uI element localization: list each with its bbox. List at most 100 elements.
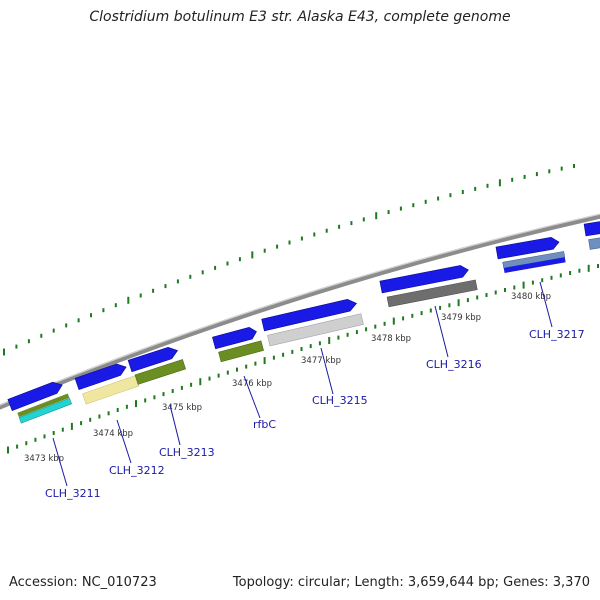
major-tick	[135, 400, 137, 408]
minor-tick	[180, 385, 183, 390]
major-tick	[328, 337, 331, 344]
major-tick	[522, 281, 525, 289]
minor-tick	[420, 311, 423, 316]
gene-CLH_3211[interactable]	[7, 379, 72, 425]
forward-arrow[interactable]	[74, 361, 128, 391]
forward-arrow[interactable]	[127, 345, 179, 373]
minor-tick	[125, 404, 128, 409]
minor-tick	[448, 303, 451, 308]
kbp-label: 3473 kbp	[24, 454, 64, 464]
minor-tick	[511, 177, 514, 182]
forward-arrow[interactable]	[379, 264, 470, 294]
leader-CLH_3213	[169, 404, 181, 446]
leader-CLH_3216	[434, 305, 449, 358]
minor-tick	[171, 389, 174, 393]
minor-tick	[144, 398, 147, 403]
leader-CLH_3212	[116, 419, 132, 464]
minor-tick	[383, 321, 386, 326]
kbp-label: 3475 kbp	[162, 403, 202, 413]
gene-label-rfbC[interactable]: rfbC	[253, 418, 276, 431]
minor-tick	[254, 361, 257, 366]
minor-tick	[52, 328, 55, 333]
minor-tick	[399, 206, 402, 211]
major-tick	[498, 179, 501, 187]
minor-tick	[461, 190, 464, 194]
gene-labels: CLH_3211 CLH_3212 CLH_3213 rfbC CLH_3215…	[45, 328, 585, 500]
label-leader-lines	[52, 281, 553, 487]
minor-tick	[437, 196, 440, 201]
forward-arrow[interactable]	[212, 326, 258, 350]
minor-tick	[190, 382, 193, 387]
minor-tick	[338, 224, 341, 229]
kbp-labels: 3473 kbp 3474 kbp 3475 kbp 3476 kbp 3477…	[24, 292, 551, 464]
gene-partial-right[interactable]	[583, 219, 600, 250]
minor-tick	[560, 166, 563, 171]
gene-CLH_3217[interactable]	[495, 236, 566, 274]
minor-tick	[309, 344, 312, 349]
forward-arrow[interactable]	[261, 298, 358, 332]
minor-tick	[282, 352, 285, 357]
forward-arrow[interactable]	[7, 379, 65, 411]
minor-tick	[476, 295, 479, 300]
gene-rfbC[interactable]	[212, 325, 264, 363]
accession-text: Accession: NC_010723	[9, 575, 157, 590]
gene-CLH_3216[interactable]	[379, 263, 478, 308]
major-tick	[263, 357, 266, 365]
minor-tick	[65, 323, 68, 328]
gene-CLH_3215[interactable]	[261, 297, 364, 347]
gene-label-CLH_3212[interactable]: CLH_3212	[109, 464, 165, 477]
forward-arrow[interactable]	[495, 236, 560, 260]
kbp-label: 3478 kbp	[371, 334, 411, 344]
minor-tick	[300, 236, 303, 241]
kbp-label: 3480 kbp	[511, 292, 551, 302]
leader-CLH_3217	[539, 281, 553, 328]
gene-label-CLH_3216[interactable]: CLH_3216	[426, 358, 482, 371]
cog-bar-olive	[218, 340, 264, 363]
cog-bar-steelblue	[502, 251, 566, 269]
minor-tick	[201, 270, 204, 275]
minor-tick	[291, 349, 294, 354]
major-tick	[127, 296, 130, 304]
minor-tick	[276, 244, 279, 249]
forward-arrow[interactable]	[583, 219, 600, 237]
minor-tick	[164, 284, 167, 289]
minor-tick	[541, 278, 544, 283]
minor-tick	[350, 221, 353, 226]
cog-bar-steelblue	[588, 234, 600, 250]
gene-CLH_3213[interactable]	[127, 344, 186, 385]
gene-label-CLH_3217[interactable]: CLH_3217	[529, 328, 585, 341]
minor-tick	[208, 376, 211, 381]
minor-tick	[236, 367, 238, 372]
minor-tick	[569, 271, 572, 275]
cog-bar-cyan	[18, 397, 72, 424]
gene-label-CLH_3215[interactable]: CLH_3215	[312, 394, 368, 407]
minor-tick	[114, 303, 117, 308]
minor-tick	[263, 248, 266, 253]
major-tick	[375, 212, 378, 220]
major-tick	[70, 422, 73, 430]
minor-tick	[90, 313, 92, 318]
minor-tick	[16, 444, 19, 449]
minor-tick	[80, 421, 83, 426]
minor-tick	[365, 327, 368, 332]
major-tick	[199, 378, 202, 386]
minor-tick	[300, 347, 303, 351]
minor-tick	[189, 274, 192, 279]
inner-tick-ring	[7, 264, 599, 454]
gene-CLH_3212[interactable]	[74, 359, 140, 405]
minor-tick	[89, 417, 92, 422]
minor-tick	[337, 335, 340, 340]
cog-bar-darkgray	[386, 279, 478, 308]
minor-tick	[402, 316, 405, 321]
minor-tick	[217, 373, 220, 378]
kbp-label: 3474 kbp	[93, 429, 133, 439]
minor-tick	[346, 332, 349, 337]
gene-label-CLH_3211[interactable]: CLH_3211	[45, 487, 101, 500]
minor-tick	[355, 330, 358, 335]
minor-tick	[325, 228, 328, 233]
minor-tick	[474, 186, 477, 191]
minor-tick	[27, 339, 30, 344]
minor-tick	[387, 210, 390, 215]
gene-label-CLH_3213[interactable]: CLH_3213	[159, 446, 215, 459]
